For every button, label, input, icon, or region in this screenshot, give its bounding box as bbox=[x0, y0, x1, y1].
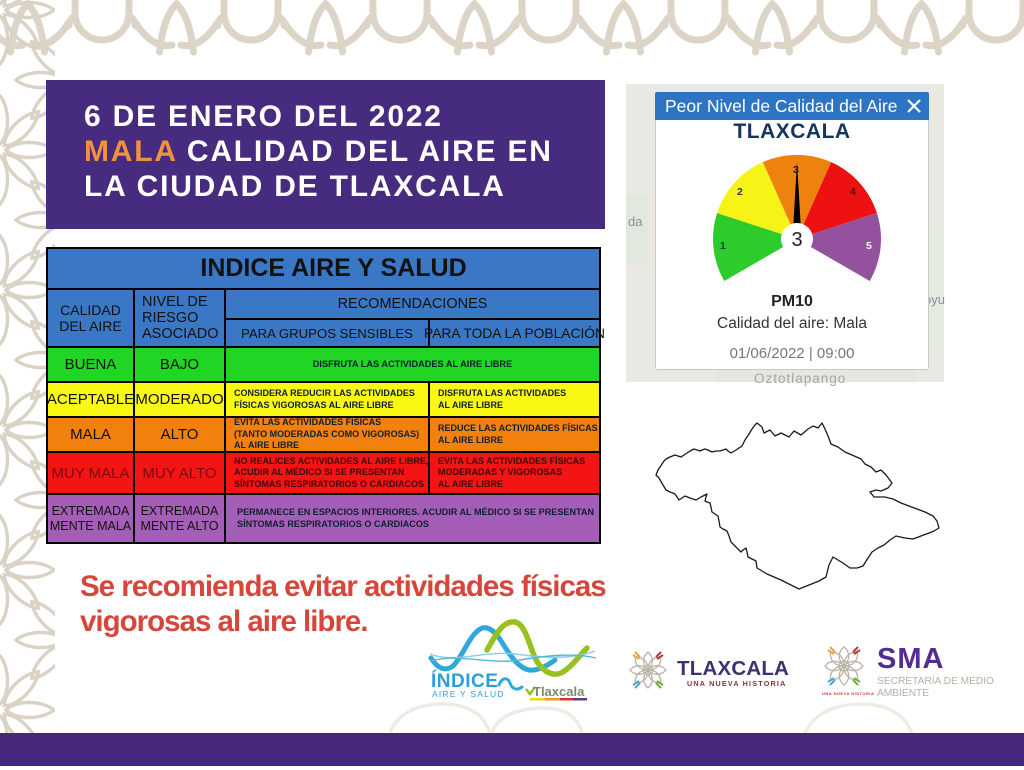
svg-text:Tlaxcala: Tlaxcala bbox=[533, 684, 585, 699]
svg-text:SMA: SMA bbox=[877, 643, 944, 675]
svg-text:TLAXCALA: TLAXCALA bbox=[677, 657, 789, 680]
svg-text:2: 2 bbox=[737, 186, 743, 198]
svg-text:AMBIENTE: AMBIENTE bbox=[877, 688, 929, 699]
svg-text:3: 3 bbox=[793, 164, 799, 176]
svg-text:AIRE Y SALUD: AIRE Y SALUD bbox=[432, 689, 505, 699]
svg-text:3: 3 bbox=[791, 229, 802, 251]
svg-text:ÍNDICE: ÍNDICE bbox=[431, 670, 498, 692]
svg-text:UNA NUEVA HISTORIA: UNA NUEVA HISTORIA bbox=[822, 691, 874, 696]
svg-text:1: 1 bbox=[720, 240, 726, 252]
svg-text:UNA NUEVA HISTORIA: UNA NUEVA HISTORIA bbox=[687, 679, 786, 688]
svg-text:SECRETARÍA DE MEDIO: SECRETARÍA DE MEDIO bbox=[877, 674, 994, 687]
svg-text:5: 5 bbox=[866, 240, 872, 252]
svg-text:4: 4 bbox=[850, 186, 856, 198]
